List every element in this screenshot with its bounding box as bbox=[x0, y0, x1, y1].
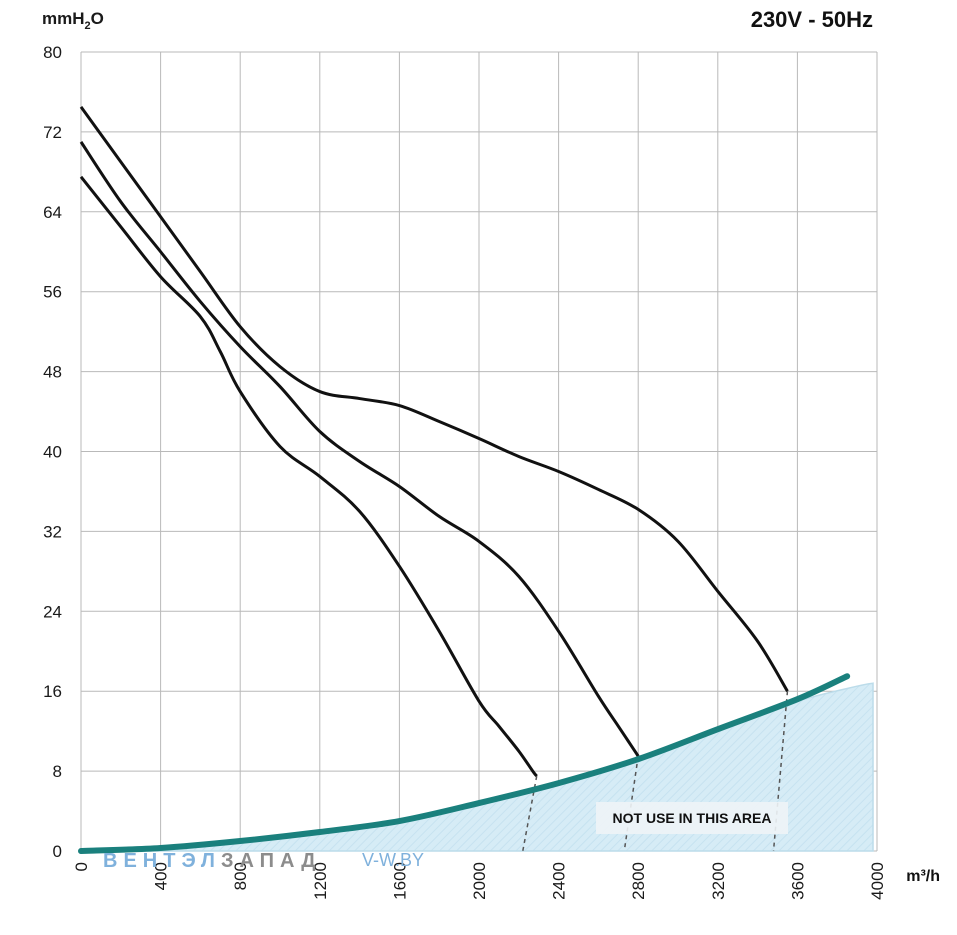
x-tick-label: 1600 bbox=[390, 862, 409, 900]
y-tick-label: 80 bbox=[43, 43, 62, 62]
annotation-box: NOT USE IN THIS AREA bbox=[596, 802, 788, 834]
cutoff-dashes bbox=[522, 691, 789, 852]
chart-title: 230V - 50Hz bbox=[751, 7, 873, 32]
x-tick-label: 400 bbox=[152, 862, 171, 890]
y-axis-label: mmH2O bbox=[42, 9, 104, 32]
system-curve bbox=[78, 673, 851, 854]
x-axis-label: m³/h bbox=[906, 868, 940, 885]
fan-curve-2 bbox=[79, 141, 640, 757]
system-curve-line bbox=[78, 673, 851, 854]
x-tick-label: 2400 bbox=[550, 862, 569, 900]
x-tick-label: 3200 bbox=[709, 862, 728, 900]
annotation-text: NOT USE IN THIS AREA bbox=[613, 810, 772, 826]
y-tick-label: 16 bbox=[43, 682, 62, 701]
y-tick-label: 8 bbox=[53, 762, 62, 781]
x-tick-label: 800 bbox=[231, 862, 250, 890]
x-tick-label: 2800 bbox=[629, 862, 648, 900]
y-tick-label: 0 bbox=[53, 842, 62, 861]
y-tick-label: 56 bbox=[43, 283, 62, 302]
x-tick-label: 3600 bbox=[788, 862, 807, 900]
dashed-line bbox=[772, 691, 789, 852]
y-tick-label: 24 bbox=[43, 602, 62, 621]
y-tick-labels: 0 8 16 24 32 40 48 56 64 72 80 bbox=[43, 43, 62, 861]
y-tick-label: 48 bbox=[43, 363, 62, 382]
watermark-site: V-W.BY bbox=[362, 850, 424, 870]
fan-curve-1 bbox=[79, 175, 538, 778]
y-tick-label: 32 bbox=[43, 522, 62, 541]
watermark-text: ВЕНТЭЛЗАПАД bbox=[103, 850, 321, 872]
fan-curve-3 bbox=[79, 106, 789, 692]
x-tick-labels: 0 400 800 1200 1600 2000 2400 2800 3200 3600 4000 bbox=[72, 862, 887, 900]
y-tick-label: 40 bbox=[43, 443, 62, 462]
x-tick-label: 1200 bbox=[311, 862, 330, 900]
watermark: ВЕНТЭЛЗАПАД V-W.BY bbox=[103, 850, 424, 872]
y-tick-label: 72 bbox=[43, 123, 62, 142]
x-tick-label: 4000 bbox=[868, 862, 887, 900]
x-tick-label: 0 bbox=[72, 862, 91, 871]
y-tick-label: 64 bbox=[43, 203, 62, 222]
fan-curves bbox=[79, 106, 789, 778]
x-tick-label: 2000 bbox=[470, 862, 489, 900]
